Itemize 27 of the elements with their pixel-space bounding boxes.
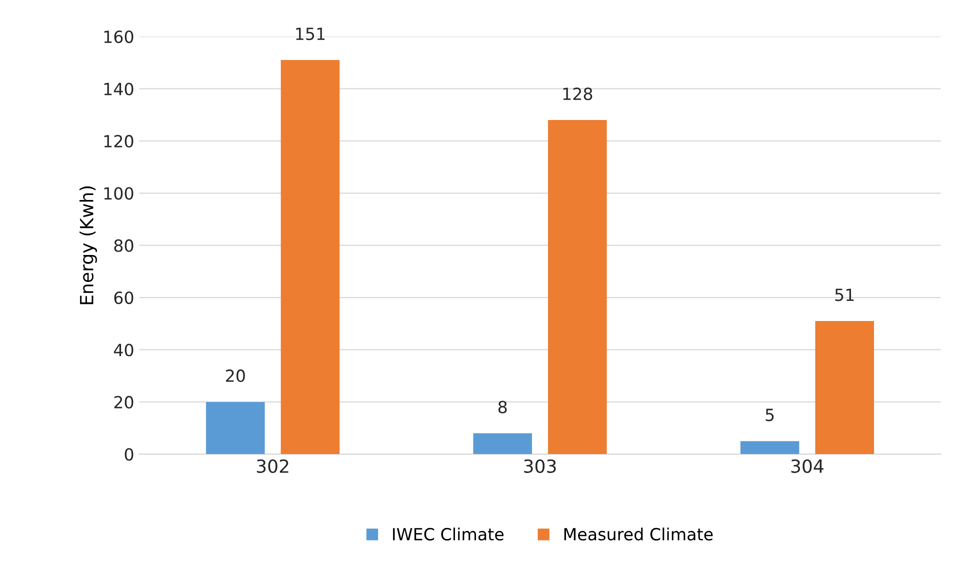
bar [473, 433, 532, 454]
x-tick-label: 302 [256, 459, 288, 473]
data-label: 8 [498, 400, 507, 414]
bar [206, 402, 265, 454]
x-tick-label: 303 [524, 459, 556, 473]
data-label: 151 [296, 28, 325, 40]
legend-label: Measured Climate [564, 528, 713, 541]
y-tick-label: 80 [114, 239, 134, 252]
data-label: 51 [835, 288, 854, 302]
y-axis-title: Energy (Kwh) [79, 186, 97, 304]
data-label: 20 [226, 369, 245, 382]
bar [280, 60, 340, 454]
y-tick-label: 140 [104, 82, 134, 96]
y-tick-label: 60 [114, 292, 134, 304]
data-label: 128 [563, 88, 592, 100]
y-tick-label: 160 [104, 30, 134, 44]
y-tick-label: 40 [114, 344, 134, 356]
y-tick-label: 120 [104, 134, 134, 148]
y-tick-label: 100 [104, 187, 134, 200]
y-tick-label: 0 [124, 448, 134, 461]
bar [740, 441, 800, 454]
bar [815, 321, 874, 454]
bar [548, 120, 607, 454]
x-tick-label: 304 [791, 459, 824, 473]
legend-label: IWEC Climate [393, 528, 504, 541]
data-label: 5 [766, 408, 774, 422]
y-tick-label: 20 [114, 396, 134, 409]
